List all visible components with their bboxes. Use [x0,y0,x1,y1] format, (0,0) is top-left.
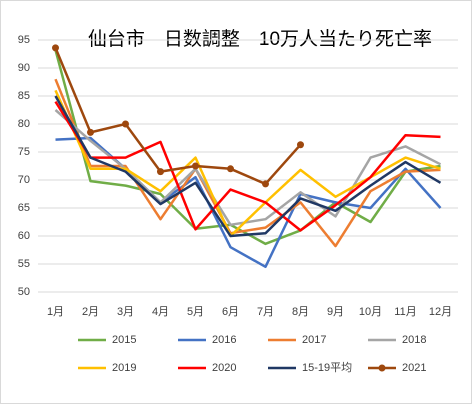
y-tick-label: 90 [18,62,30,74]
point-marker [122,120,129,128]
chart-title: 仙台市 日数調整 10万人当たり死亡率 [88,28,432,50]
legend-label: 2015 [112,334,136,346]
x-tick-label: 2月 [82,306,99,318]
y-tick-label: 65 [18,202,30,214]
y-tick-label: 95 [18,34,30,46]
x-tick-label: 6月 [222,306,239,318]
x-tick-label: 12月 [429,306,452,318]
point-marker [227,165,234,173]
point-marker [192,162,199,170]
x-tick-label: 8月 [292,306,309,318]
x-tick-label: 10月 [359,306,382,318]
series-line [54,100,441,232]
point-marker [262,180,269,188]
legend-label: 2019 [112,362,136,374]
legend-label: 15-19平均 [302,361,352,374]
point-marker [297,141,304,149]
x-tick-label: 9月 [327,306,344,318]
x-tick-label: 7月 [257,306,274,318]
point-marker [157,168,164,176]
series-line [54,78,441,248]
point-marker [52,44,59,52]
x-tick-label: 4月 [152,306,169,318]
legend-label: 2021 [402,362,426,374]
legend-label: 2018 [402,334,426,346]
y-tick-label: 50 [18,286,30,298]
series-line [54,109,442,227]
point-marker [87,128,94,136]
series-line [54,47,302,186]
y-tick-label: 70 [18,174,30,186]
y-tick-label: 80 [18,118,30,130]
y-tick-label: 55 [18,258,30,270]
x-tick-label: 11月 [394,306,416,318]
y-tick-label: 75 [18,146,30,158]
y-tick-label: 85 [18,90,30,102]
legend-label: 2020 [212,362,236,374]
x-tick-label: 3月 [117,306,134,318]
series-line [54,95,442,238]
y-tick-label: 60 [18,230,30,242]
legend-marker [378,364,386,372]
legend-label: 2016 [212,334,236,346]
x-tick-label: 1月 [47,306,64,318]
x-tick-label: 5月 [187,306,204,318]
legend-label: 2017 [302,334,326,346]
